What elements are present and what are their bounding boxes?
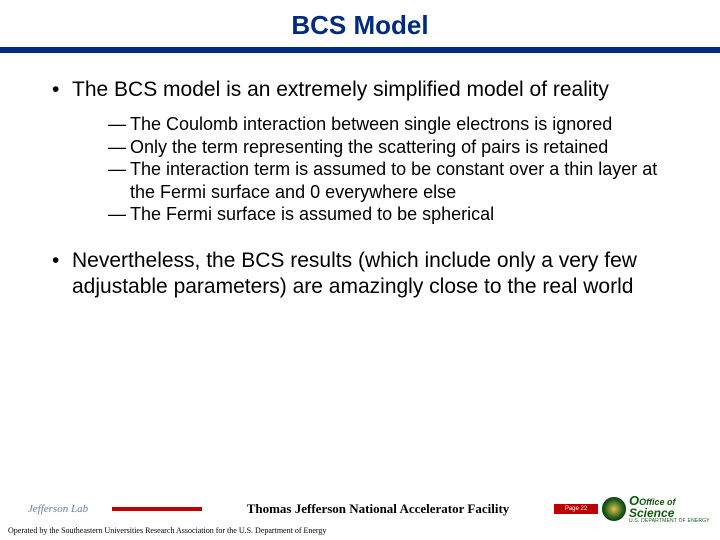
bullet-item: Nevertheless, the BCS results (which inc… <box>48 248 672 301</box>
sub-bullet-item: Only the term representing the scatterin… <box>108 136 672 159</box>
sub-bullet-item: The Coulomb interaction between single e… <box>108 113 672 136</box>
accent-bar-left <box>112 507 202 511</box>
slide-title: BCS Model <box>0 0 720 47</box>
slide-footer: Jefferson Lab Thomas Jefferson National … <box>0 494 720 540</box>
sub-bullet-item: The Fermi surface is assumed to be spher… <box>108 203 672 226</box>
office-of-science-text: OOffice of Science U.S. DEPARTMENT OF EN… <box>629 494 710 524</box>
bullet-text: Nevertheless, the BCS results (which inc… <box>72 249 637 298</box>
footer-subline: Operated by the Southeastern Universitie… <box>0 524 720 535</box>
jefferson-lab-logo-text: Jefferson Lab <box>28 503 88 515</box>
sub-bullet-text: The Fermi surface is assumed to be spher… <box>130 204 494 224</box>
office-of-science-logo: OOffice of Science U.S. DEPARTMENT OF EN… <box>602 494 712 524</box>
sub-bullet-list: The Coulomb interaction between single e… <box>48 113 672 226</box>
logo-line3: U.S. DEPARTMENT OF ENERGY <box>629 519 710 524</box>
page-number-tag: Page 22 <box>554 504 598 514</box>
doe-seal-icon <box>602 497 626 521</box>
sub-bullet-item: The interaction term is assumed to be co… <box>108 158 672 203</box>
slide: BCS Model The BCS model is an extremely … <box>0 0 720 540</box>
footer-center-text: Thomas Jefferson National Accelerator Fa… <box>206 501 550 517</box>
jefferson-lab-logo: Jefferson Lab <box>8 496 108 522</box>
footer-row: Jefferson Lab Thomas Jefferson National … <box>0 494 720 524</box>
bullet-item: The BCS model is an extremely simplified… <box>48 77 672 103</box>
bullet-text: The BCS model is an extremely simplified… <box>72 78 609 101</box>
sub-bullet-text: The interaction term is assumed to be co… <box>130 159 657 202</box>
sub-bullet-text: Only the term representing the scatterin… <box>130 137 608 157</box>
sub-bullet-text: The Coulomb interaction between single e… <box>130 114 612 134</box>
content-area: The BCS model is an extremely simplified… <box>0 53 720 300</box>
